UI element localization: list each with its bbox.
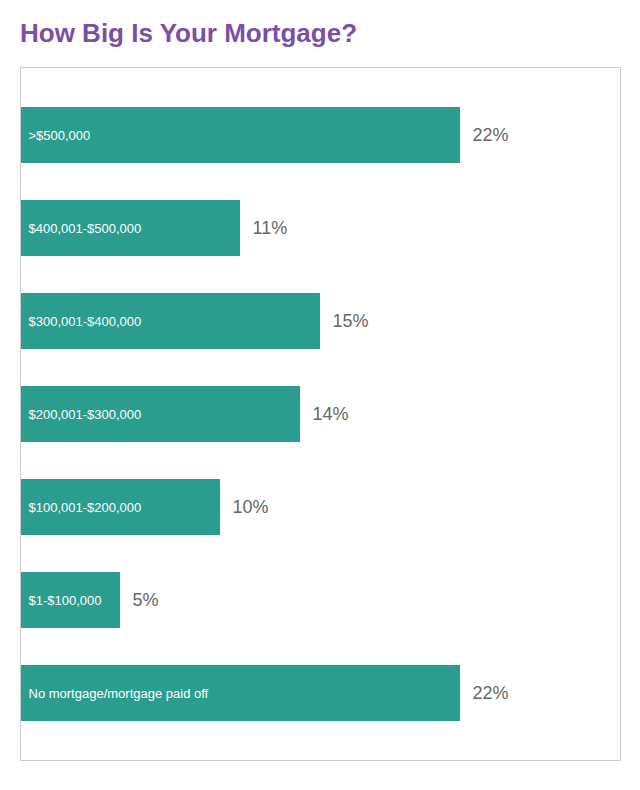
svg-text:10%: 10% — [233, 497, 269, 517]
html-text:How Big Is Your Mortgage?: How Big Is Your Mortgage? — [20, 18, 358, 48]
svg-text:15%: 15% — [333, 311, 369, 331]
svg-text:14%: 14% — [313, 404, 349, 424]
svg-text:$200,001-$300,000: $200,001-$300,000 — [29, 407, 142, 422]
svg-text:$300,001-$400,000: $300,001-$400,000 — [29, 314, 142, 329]
svg-text:11%: 11% — [253, 218, 288, 238]
svg-text:$400,001-$500,000: $400,001-$500,000 — [29, 221, 142, 236]
svg-text:22%: 22% — [473, 683, 509, 703]
svg-text:22%: 22% — [473, 125, 509, 145]
svg-text:5%: 5% — [133, 590, 159, 610]
svg-text:>$500,000: >$500,000 — [29, 128, 91, 143]
svg-text:$1-$100,000: $1-$100,000 — [29, 593, 102, 608]
svg-text:$100,001-$200,000: $100,001-$200,000 — [29, 500, 142, 515]
svg-text:No mortgage/mortgage paid off: No mortgage/mortgage paid off — [29, 686, 209, 701]
